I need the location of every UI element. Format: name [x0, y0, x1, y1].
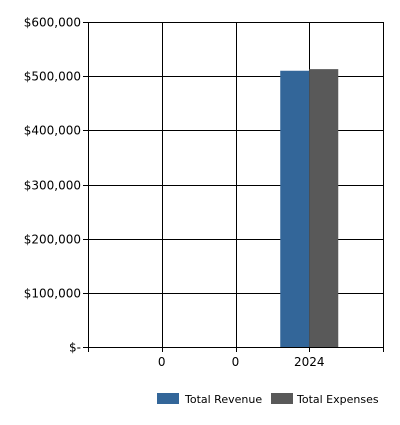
y-tick-label: $500,000 — [24, 70, 81, 84]
y-tick-label: $100,000 — [24, 287, 81, 301]
x-tick-labels: 0 0 2024 — [158, 355, 325, 369]
legend-swatch-total-expenses — [271, 393, 293, 404]
y-tick-label: $600,000 — [24, 16, 81, 30]
legend-label: Total Expenses — [296, 393, 379, 406]
bars — [280, 69, 339, 347]
bar-total-revenue — [280, 70, 310, 347]
bar-total-expenses — [309, 69, 339, 347]
x-tick-label: 0 — [158, 355, 166, 369]
legend: Total Revenue Total Expenses — [157, 393, 379, 406]
y-tick-label: $300,000 — [24, 179, 81, 193]
x-tick-label: 0 — [232, 355, 240, 369]
legend-label: Total Revenue — [184, 393, 262, 406]
y-tick-label: $- — [69, 341, 81, 355]
legend-swatch-total-revenue — [157, 393, 179, 404]
y-tick-labels: $- $100,000 $200,000 $300,000 $400,000 $500,0… — [24, 16, 81, 355]
y-tick-label: $400,000 — [24, 124, 81, 138]
gridlines — [88, 22, 384, 347]
y-tick-label: $200,000 — [24, 233, 81, 247]
axes — [83, 22, 384, 352]
x-tick-label: 2024 — [294, 355, 325, 369]
